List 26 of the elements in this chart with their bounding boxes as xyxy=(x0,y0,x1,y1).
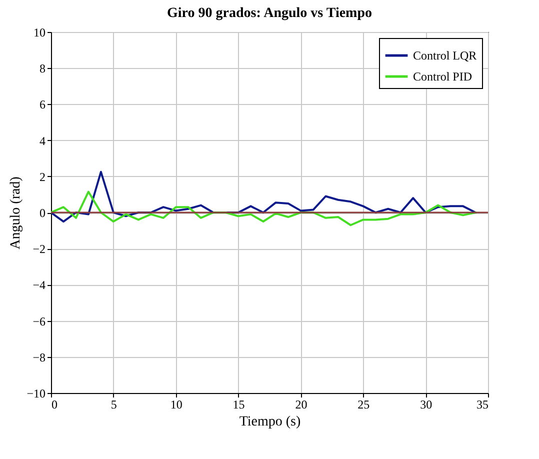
legend-label: Control LQR xyxy=(413,48,477,62)
x-tick-label: 20 xyxy=(295,398,308,412)
line-series xyxy=(51,170,477,223)
y-tick-label: 6 xyxy=(40,98,46,112)
y-tick-label: 8 xyxy=(40,62,46,76)
x-tick-label: 10 xyxy=(170,398,182,412)
x-tick-label: 35 xyxy=(476,398,488,412)
x-tick-label: 5 xyxy=(110,398,117,412)
y-tick-label: −2 xyxy=(32,242,46,256)
line-series xyxy=(51,190,477,226)
y-tick-label: −6 xyxy=(32,314,46,328)
legend-label: Control PID xyxy=(413,70,472,84)
x-tick-label: 30 xyxy=(420,398,432,412)
y-tick-label: −8 xyxy=(32,350,46,364)
chart-title: Giro 90 grados: Angulo vs Tiempo xyxy=(167,6,372,21)
y-tick-label: 0 xyxy=(40,206,46,220)
y-tick-label: −4 xyxy=(32,278,46,292)
x-tick-label: 25 xyxy=(358,398,370,412)
y-tick-label: 10 xyxy=(34,26,46,40)
x-tick-label: 0 xyxy=(52,398,58,412)
y-tick-label: 4 xyxy=(40,134,46,148)
y-tick-label: 2 xyxy=(40,170,46,184)
y-tick-label: −10 xyxy=(26,386,46,400)
y-axis-title: Angulo (rad) xyxy=(8,176,24,250)
x-axis-title: Tiempo (s) xyxy=(239,414,301,430)
x-tick-label: 15 xyxy=(232,398,245,412)
